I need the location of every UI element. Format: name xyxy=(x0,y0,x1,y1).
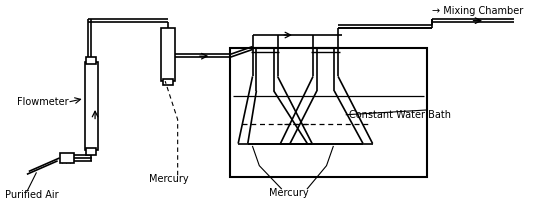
Text: → Mixing Chamber: → Mixing Chamber xyxy=(432,6,523,16)
Text: Mercury: Mercury xyxy=(269,188,308,198)
Text: Mercury: Mercury xyxy=(149,174,189,184)
Bar xyxy=(163,79,173,85)
Bar xyxy=(59,153,74,163)
Text: Flowmeter: Flowmeter xyxy=(17,97,69,107)
Bar xyxy=(231,47,427,177)
Text: Constant Water Bath: Constant Water Bath xyxy=(349,110,451,120)
Text: Purified Air: Purified Air xyxy=(5,190,58,200)
Bar xyxy=(161,28,175,81)
Bar xyxy=(86,57,96,64)
Bar xyxy=(86,148,96,155)
Bar xyxy=(85,62,98,150)
